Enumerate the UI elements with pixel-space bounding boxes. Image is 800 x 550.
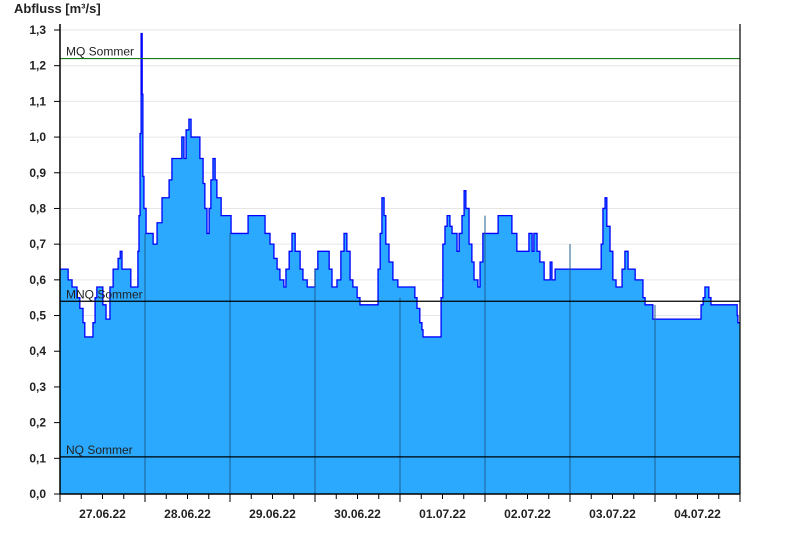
discharge-line [60, 32, 740, 338]
y-axis-title: Abfluss [m³/s] [14, 1, 101, 16]
y-tick-label: 0,2 [29, 416, 46, 430]
y-tick-label: 0,6 [29, 273, 46, 287]
y-tick-label: 1,3 [29, 23, 46, 37]
y-tick-label: 1,2 [29, 59, 46, 73]
reference-lines: MQ Sommer MNQ Sommer NQ Sommer [60, 45, 740, 458]
x-tick-label: 01.07.22 [419, 507, 466, 521]
y-tick-label: 0,7 [29, 237, 46, 251]
y-tick-label: 0,5 [29, 309, 46, 323]
x-tick-label: 02.07.22 [504, 507, 551, 521]
y-tick-label: 0,1 [29, 451, 46, 465]
x-tick-label: 27.06.22 [79, 507, 126, 521]
x-tick-label: 29.06.22 [249, 507, 296, 521]
x-tick-label: 03.07.22 [589, 507, 636, 521]
reference-line-label: MQ Sommer [66, 45, 134, 59]
reference-line-label: MNQ Sommer [66, 287, 143, 301]
y-tick-label: 0,9 [29, 166, 46, 180]
y-tick-label: 1,1 [29, 94, 46, 108]
y-tick-label: 0,0 [29, 487, 46, 501]
axes: 0,0 0,1 0,2 0,3 0,4 0,5 0,6 0,7 0,8 0,9 1,0 1,1 1,2 1… [29, 23, 741, 521]
x-tick-label: 30.06.22 [334, 507, 381, 521]
y-tick-label: 0,3 [29, 380, 46, 394]
reference-line-label: NQ Sommer [66, 443, 133, 457]
x-tick-label: 04.07.22 [674, 507, 721, 521]
y-tick-label: 1,0 [29, 130, 46, 144]
y-tick-label: 0,4 [29, 344, 46, 358]
x-tick-label: 28.06.22 [164, 507, 211, 521]
y-tick-label: 0,8 [29, 201, 46, 215]
